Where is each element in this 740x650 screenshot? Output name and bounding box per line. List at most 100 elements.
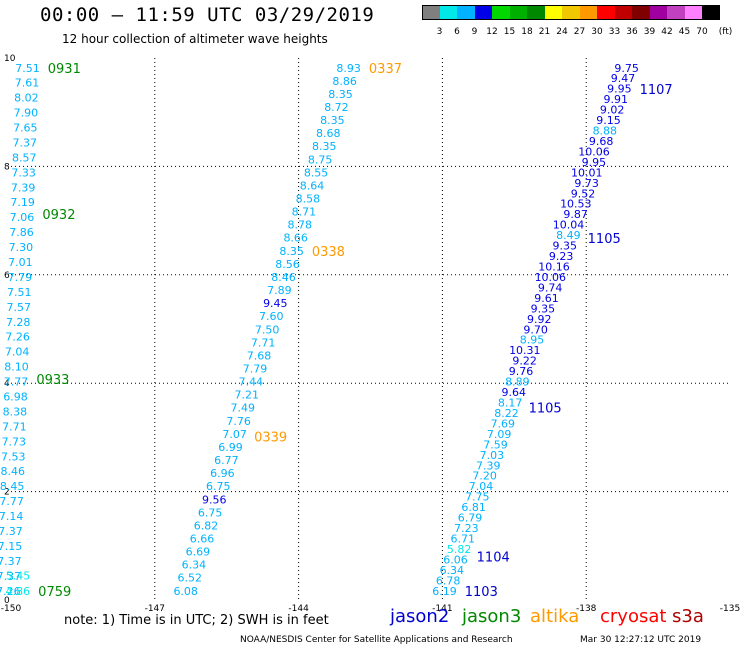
page-title: 00:00 – 11:59 UTC 03/29/2019 bbox=[40, 4, 375, 26]
swh-value-label: 8.35 bbox=[279, 245, 304, 258]
swh-value-label: 7.28 bbox=[6, 316, 31, 329]
swh-value-label: 8.68 bbox=[316, 127, 341, 140]
swh-value-label: 7.75 bbox=[465, 491, 490, 504]
swh-value-label: 9.61 bbox=[534, 292, 559, 305]
swh-value-label: 9.02 bbox=[600, 104, 625, 117]
swh-value-label: 7.65 bbox=[13, 122, 38, 135]
swh-value-label: 8.78 bbox=[288, 219, 313, 232]
colorbar-tick-label: 36 bbox=[626, 27, 638, 37]
colorbar-swatch bbox=[562, 5, 580, 20]
swh-value-label: 7.71 bbox=[251, 336, 276, 349]
swh-value-label: 4.86 bbox=[6, 585, 31, 598]
swh-value-label: 7.04 bbox=[469, 480, 494, 493]
colorbar-tick-label: 42 bbox=[661, 27, 673, 37]
swh-value-label: 9.22 bbox=[512, 355, 537, 368]
swh-value-label: 9.75 bbox=[614, 62, 639, 75]
colorbar-tick-label: 3 bbox=[436, 27, 443, 37]
swh-value-label: 8.71 bbox=[292, 206, 317, 219]
pass-time-label: 0339 bbox=[254, 430, 287, 445]
colorbar-tick-label: 21 bbox=[538, 27, 551, 37]
colorbar-tick-label: 30 bbox=[591, 27, 603, 37]
x-tick-label: -141 bbox=[432, 604, 452, 614]
swh-value-label: 7.77 bbox=[0, 495, 24, 508]
swh-value-label: 7.33 bbox=[11, 166, 36, 179]
swh-value-label: 10.16 bbox=[538, 261, 570, 274]
colorbar-swatch bbox=[544, 5, 563, 20]
swh-value-label: 7.50 bbox=[255, 323, 280, 336]
swh-value-label: 5.82 bbox=[447, 543, 472, 556]
pass-time-label: 0338 bbox=[312, 245, 345, 260]
swh-value-label: 7.61 bbox=[15, 77, 40, 90]
swh-value-label: 7.04 bbox=[5, 346, 30, 359]
colorbar-unit-label: (ft) bbox=[718, 27, 733, 37]
swh-value-label: 6.08 bbox=[173, 585, 198, 598]
swh-value-label: 8.93 bbox=[336, 62, 361, 75]
colorbar-tick-label: 33 bbox=[608, 27, 621, 37]
swh-value-label: 10.01 bbox=[571, 166, 603, 179]
colorbar-swatch bbox=[667, 5, 685, 20]
swh-value-label: 6.52 bbox=[178, 572, 203, 585]
x-tick-label: -144 bbox=[288, 604, 309, 614]
colorbar-tick-label: 12 bbox=[486, 27, 498, 37]
swh-value-label: 7.89 bbox=[267, 284, 292, 297]
swh-value-label: 6.34 bbox=[440, 564, 465, 577]
swh-value-label: 10.53 bbox=[560, 198, 592, 211]
colorbar-tick-label: 70 bbox=[696, 27, 708, 37]
pass-time-label: 0759 bbox=[38, 585, 71, 600]
swh-value-label: 9.35 bbox=[531, 302, 556, 315]
colorbar-swatch bbox=[614, 5, 633, 20]
swh-value-label: 8.35 bbox=[312, 140, 337, 153]
swh-value-label: 7.21 bbox=[235, 389, 260, 402]
swh-value-label: 7.60 bbox=[259, 310, 284, 323]
swh-value-label: 8.58 bbox=[296, 193, 321, 206]
swh-value-label: 7.90 bbox=[14, 107, 39, 120]
swh-value-label: 7.39 bbox=[11, 181, 36, 194]
colorbar-tick-label: 39 bbox=[643, 27, 656, 37]
swh-value-label: 6.75 bbox=[206, 480, 231, 493]
y-tick-label: 10 bbox=[4, 54, 16, 64]
swh-value-label: 8.88 bbox=[593, 125, 618, 138]
swh-value-label: 7.49 bbox=[230, 402, 255, 415]
swh-value-label: 7.79 bbox=[8, 271, 33, 284]
swh-value-label: 7.79 bbox=[243, 362, 268, 375]
swh-value-label: 7.51 bbox=[15, 62, 40, 75]
swh-value-label: 8.38 bbox=[3, 405, 28, 418]
colorbar-tick-label: 24 bbox=[556, 27, 568, 37]
colorbar-swatch bbox=[509, 5, 528, 20]
legend-item-s3a: s3a bbox=[672, 606, 704, 627]
pass-time-label: 0933 bbox=[36, 373, 69, 388]
swh-value-label: 9.92 bbox=[527, 313, 552, 326]
pass-time-label: 0931 bbox=[48, 62, 81, 77]
swh-value-label: 7.03 bbox=[480, 449, 505, 462]
swh-value-label: 8.17 bbox=[498, 396, 523, 409]
swh-value-label: 9.23 bbox=[549, 250, 574, 263]
swh-value-label: 8.45 bbox=[0, 480, 24, 493]
swh-value-label: 5.45 bbox=[6, 570, 31, 583]
swh-value-label: 7.06 bbox=[10, 211, 35, 224]
swh-value-label: 8.46 bbox=[0, 465, 25, 478]
swh-value-label: 9.15 bbox=[596, 114, 621, 127]
y-tick-label: 8 bbox=[4, 162, 10, 172]
swh-value-label: 9.64 bbox=[501, 386, 526, 399]
swh-value-label: 8.55 bbox=[304, 166, 329, 179]
swh-value-label: 7.57 bbox=[6, 301, 31, 314]
pass-time-label: 1104 bbox=[477, 551, 510, 566]
swh-value-label: 10.06 bbox=[578, 145, 610, 158]
swh-value-label: 7.37 bbox=[0, 555, 22, 568]
colorbar-tick-label: 18 bbox=[521, 27, 533, 37]
swh-value-label: 7.20 bbox=[472, 470, 497, 483]
x-tick-label: -150 bbox=[1, 604, 22, 614]
swh-value-label: 10.04 bbox=[553, 219, 585, 232]
swh-value-label: 7.73 bbox=[2, 435, 27, 448]
swh-value-label: 8.95 bbox=[520, 334, 545, 347]
swh-value-label: 9.73 bbox=[574, 177, 599, 190]
swh-value-label: 8.35 bbox=[328, 88, 353, 101]
legend-note: note: 1) Time is in UTC; 2) SWH is in fe… bbox=[64, 613, 329, 628]
swh-value-label: 8.35 bbox=[320, 114, 345, 127]
swh-value-label: 9.47 bbox=[611, 72, 636, 85]
swh-value-label: 6.77 bbox=[214, 454, 239, 467]
swh-value-label: 8.56 bbox=[275, 258, 300, 271]
swh-value-label: 9.95 bbox=[607, 83, 632, 96]
